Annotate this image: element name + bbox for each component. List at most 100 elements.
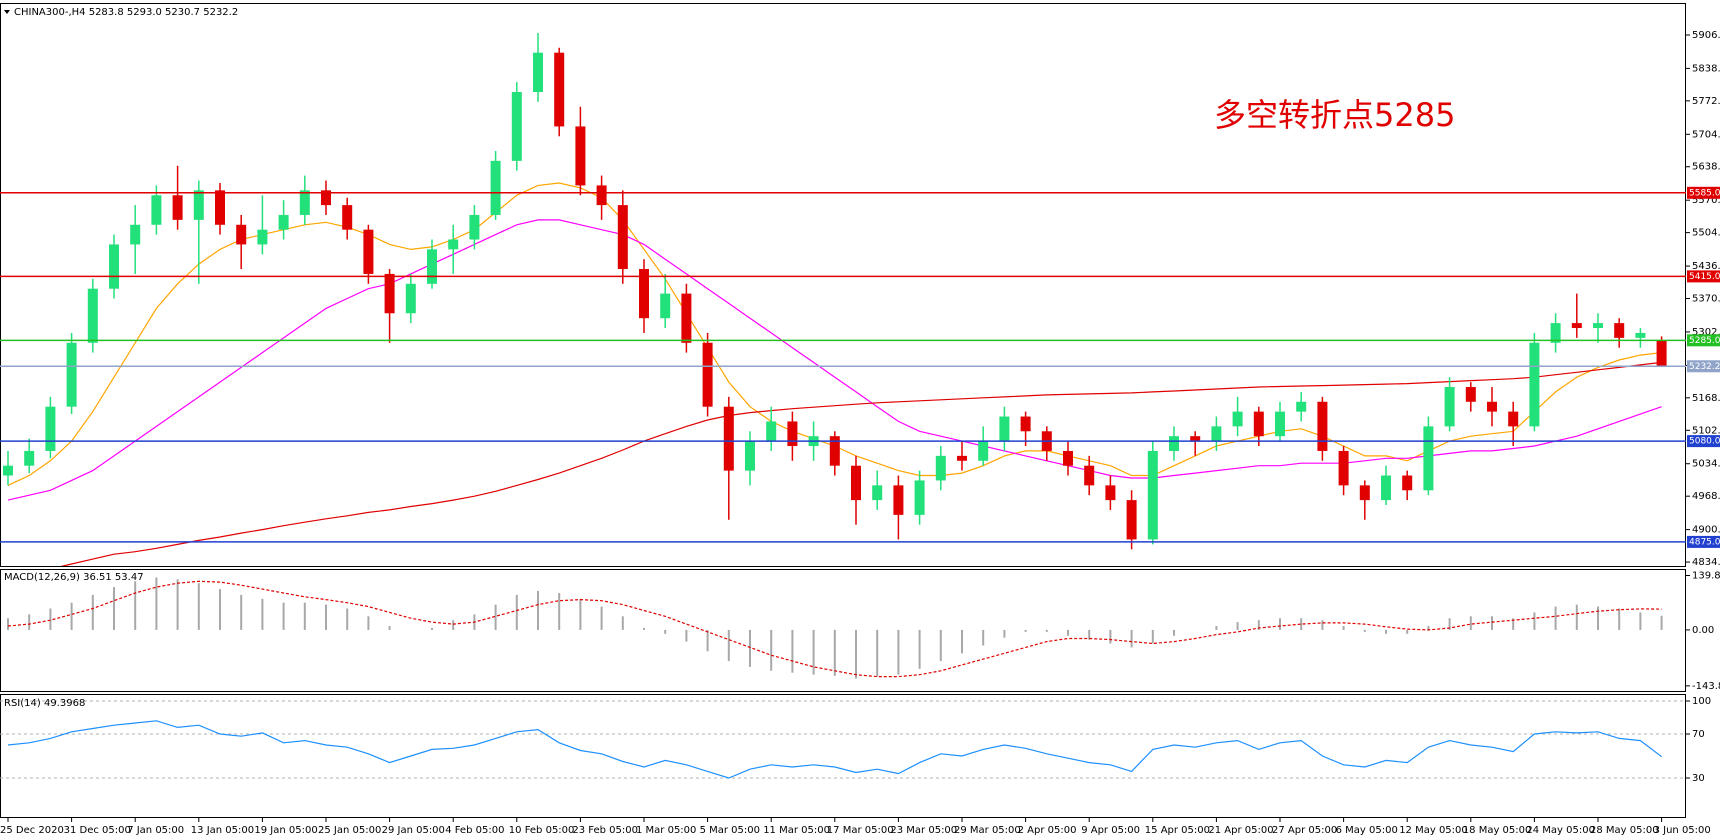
candle-body bbox=[787, 421, 798, 447]
y-tick-label: 4900.0 bbox=[1692, 525, 1720, 536]
y-tick-label: -143.82 bbox=[1692, 681, 1720, 692]
macd-bar bbox=[770, 629, 773, 671]
level-label: 4875.0 bbox=[1689, 537, 1720, 547]
candle-body bbox=[639, 269, 649, 319]
macd-bar bbox=[240, 594, 243, 630]
candle-body bbox=[448, 239, 459, 250]
candle-body bbox=[427, 249, 437, 284]
candle-body bbox=[1508, 411, 1519, 427]
macd-bar bbox=[939, 629, 942, 662]
macd-bar bbox=[1257, 620, 1260, 630]
candle-body bbox=[257, 229, 268, 245]
y-tick-label: 5570.0 bbox=[1692, 195, 1720, 206]
macd-bar bbox=[579, 598, 582, 630]
candle-body bbox=[1423, 426, 1434, 491]
x-tick-label: 27 Apr 05:00 bbox=[1272, 825, 1337, 836]
candle-body bbox=[1317, 401, 1328, 451]
macd-bar bbox=[1279, 618, 1281, 630]
x-tick-label: 28 May 05:00 bbox=[1590, 825, 1659, 836]
macd-bar bbox=[1512, 618, 1515, 630]
macd-bar bbox=[1533, 612, 1536, 630]
rsi-panel bbox=[0, 694, 1686, 818]
macd-bar bbox=[1618, 608, 1621, 630]
candle-body bbox=[1253, 411, 1264, 437]
candle-body bbox=[1105, 485, 1116, 501]
macd-bar bbox=[918, 629, 921, 669]
y-tick-label: 5704.0 bbox=[1692, 129, 1720, 140]
macd-bar bbox=[1045, 629, 1048, 632]
macd-bar bbox=[1130, 629, 1133, 648]
candle-body bbox=[1550, 323, 1561, 343]
macd-bar bbox=[176, 579, 179, 630]
macd-bar bbox=[1597, 606, 1599, 630]
x-tick-label: 7 Jan 05:00 bbox=[127, 825, 184, 836]
y-tick-label: 5772.0 bbox=[1692, 96, 1720, 107]
level-tag bbox=[1687, 270, 1720, 283]
candle-body bbox=[1063, 450, 1073, 466]
candle-body bbox=[999, 416, 1010, 442]
macd-bar bbox=[1109, 629, 1112, 644]
candle-body bbox=[1338, 450, 1349, 486]
candle-body bbox=[321, 190, 331, 206]
macd-bar bbox=[1300, 618, 1303, 630]
x-tick-label: 3 Jun 05:00 bbox=[1654, 825, 1711, 836]
x-tick-label: 13 Jan 05:00 bbox=[191, 825, 254, 836]
candle-body bbox=[957, 455, 967, 461]
candle-body bbox=[193, 190, 204, 220]
y-tick-label: 5370.0 bbox=[1692, 294, 1720, 305]
level-tag bbox=[1687, 535, 1720, 548]
candle-body bbox=[130, 224, 141, 245]
macd-bar bbox=[1342, 626, 1345, 630]
x-tick-label: 23 Feb 05:00 bbox=[572, 825, 638, 836]
y-tick-label: 5102.0 bbox=[1692, 425, 1720, 436]
macd-bar bbox=[91, 594, 94, 630]
macd-bar bbox=[1448, 618, 1451, 630]
macd-bar bbox=[1236, 622, 1239, 630]
candle-body bbox=[109, 244, 119, 289]
macd-bar bbox=[1554, 606, 1557, 630]
macd-bar bbox=[70, 602, 73, 630]
macd-plot bbox=[7, 577, 1663, 679]
macd-bar bbox=[706, 629, 709, 652]
y-tick-label: 5906.0 bbox=[1692, 30, 1720, 41]
macd-bar bbox=[961, 629, 963, 654]
y-tick-label: 5638.0 bbox=[1692, 162, 1720, 173]
candle-body bbox=[681, 293, 692, 343]
candle-body bbox=[45, 406, 56, 451]
menu-arrow[interactable] bbox=[4, 10, 10, 14]
macd-signal bbox=[7, 580, 1662, 678]
candle-body bbox=[872, 485, 883, 501]
candle-body bbox=[236, 224, 247, 245]
candle-body bbox=[1614, 323, 1625, 338]
candle-body bbox=[469, 214, 480, 240]
x-tick-label: 6 May 05:00 bbox=[1336, 825, 1398, 836]
candle-body bbox=[978, 441, 989, 461]
macd-bar bbox=[197, 583, 200, 630]
candle-body bbox=[1126, 500, 1137, 540]
x-tick-label: 5 Mar 05:00 bbox=[700, 825, 760, 836]
candle-body bbox=[1020, 416, 1031, 432]
macd-bar bbox=[325, 604, 327, 630]
macd-bar bbox=[28, 614, 31, 630]
y-tick-label: 0.00 bbox=[1692, 625, 1714, 636]
candle-body bbox=[172, 195, 183, 220]
level-tag bbox=[1687, 186, 1720, 199]
macd-bar bbox=[1067, 629, 1069, 636]
overlay: 5906.0 5838.0 5772.0 5704.0 5638.0 5570.0 5504… bbox=[0, 30, 1720, 836]
macd-bar bbox=[1427, 626, 1430, 630]
candle-body bbox=[1169, 436, 1179, 451]
y-tick-label: 5838.0 bbox=[1692, 63, 1720, 74]
candle-body bbox=[1211, 426, 1222, 442]
macd-bar bbox=[1215, 626, 1218, 630]
macd-bar bbox=[727, 629, 730, 662]
x-tick-label: 25 Dec 2020 bbox=[0, 825, 64, 836]
candle-body bbox=[405, 283, 416, 314]
macd-bar bbox=[1406, 629, 1409, 634]
y-tick-label: 5034.0 bbox=[1692, 459, 1720, 470]
candle-body bbox=[66, 342, 77, 407]
candle-body bbox=[1444, 387, 1455, 427]
macd-bar bbox=[1003, 629, 1006, 638]
candle-body bbox=[1571, 323, 1582, 329]
y-tick-label: 100 bbox=[1692, 696, 1711, 707]
